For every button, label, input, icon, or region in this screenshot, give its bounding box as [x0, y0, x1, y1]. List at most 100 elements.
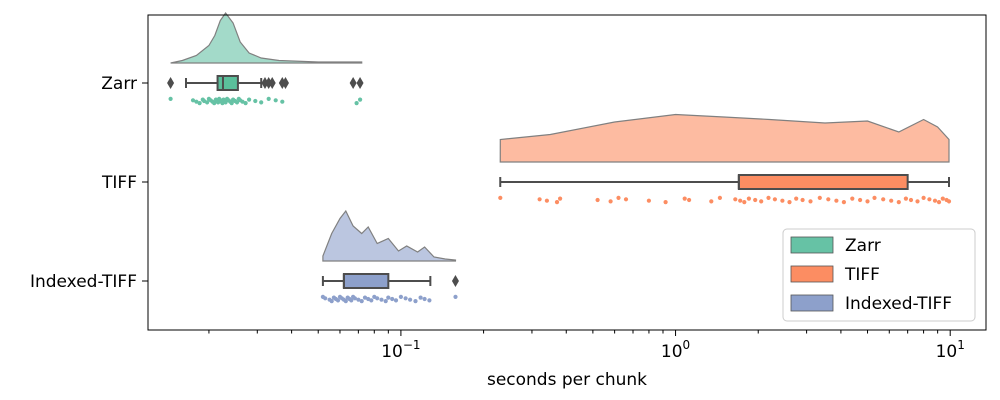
outlier-marker	[265, 77, 273, 89]
x-tick-label: 100	[661, 338, 690, 362]
outlier-marker	[356, 77, 364, 89]
strip-point	[229, 101, 234, 106]
density-cloud-zarr	[170, 11, 363, 64]
strip-point	[889, 198, 894, 203]
strip-point	[362, 295, 368, 300]
strip-point	[393, 298, 399, 303]
strip-point	[841, 200, 847, 205]
strip-point	[646, 198, 652, 203]
x-tick-label: 10−1	[381, 338, 420, 362]
strip-point	[858, 197, 863, 203]
strip-point	[418, 295, 423, 300]
strip-point	[908, 197, 914, 203]
box-indexed-tiff	[342, 273, 390, 289]
strip-point	[398, 294, 403, 299]
strip-point	[738, 198, 743, 203]
strip-point	[759, 199, 764, 204]
box-plots	[167, 75, 951, 289]
y-tick-label: Indexed-TIFF	[30, 272, 137, 292]
strip-point	[253, 98, 258, 104]
strip-point	[903, 196, 909, 201]
strip-point	[280, 99, 285, 104]
density-cloud-tiff	[499, 113, 950, 163]
strip-point	[386, 295, 391, 300]
strip-point	[595, 197, 600, 203]
strip-point	[390, 296, 395, 302]
y-axis: Zarr TIFF Indexed-TIFF	[30, 74, 148, 292]
strip-point	[896, 200, 901, 205]
strip-point	[780, 198, 785, 203]
strip-point	[936, 200, 942, 205]
plot-frame	[147, 14, 987, 331]
outlier-marker	[167, 77, 175, 89]
strip-point	[663, 200, 668, 205]
strip-point	[544, 198, 550, 203]
strip-point	[352, 296, 357, 301]
strip-point	[717, 195, 723, 200]
x-axis: 10−1 100 101	[208, 330, 965, 362]
strip-point	[787, 200, 792, 205]
strip-point	[422, 296, 427, 302]
strip-point	[794, 196, 799, 201]
outlier-marker	[349, 77, 357, 89]
strip-point	[408, 297, 413, 302]
legend-swatch	[790, 265, 834, 283]
x-axis-label: seconds per chunk	[487, 370, 647, 390]
strip-point	[753, 197, 758, 203]
strip-point	[623, 197, 629, 202]
strip-point	[343, 299, 348, 304]
strip-point	[742, 200, 747, 205]
x-tick-label: 101	[936, 338, 965, 362]
strip-point	[946, 199, 952, 204]
strip-point	[826, 197, 831, 202]
strip-point	[772, 197, 778, 202]
strip-point	[834, 198, 839, 203]
strip-point	[329, 299, 334, 304]
strip-point	[453, 294, 458, 299]
strip-point	[205, 100, 210, 105]
strip-point	[168, 96, 173, 101]
strip-point	[682, 196, 687, 201]
strip-point	[554, 200, 560, 205]
strip-point	[927, 197, 932, 202]
strip-point	[323, 296, 328, 301]
legend-swatch	[790, 294, 834, 312]
density-cloud-indexed-tiff	[322, 209, 457, 262]
legend-entry: Indexed-TIFF	[845, 294, 952, 314]
strip-point	[709, 199, 714, 204]
strip-point	[194, 99, 199, 104]
strip-point	[190, 98, 196, 103]
strip-point	[940, 196, 945, 201]
strip-point	[354, 101, 359, 106]
strip-points	[168, 96, 952, 304]
strip-point	[413, 299, 418, 304]
strip-point	[259, 100, 264, 105]
strip-point	[383, 299, 388, 304]
legend-entry: TIFF	[844, 265, 880, 285]
strip-point	[375, 296, 380, 301]
strip-point	[872, 195, 877, 200]
strip-point	[616, 195, 621, 200]
strip-point	[335, 298, 341, 303]
strip-point	[197, 101, 202, 106]
box-tiff	[737, 174, 909, 190]
strip-point	[733, 197, 738, 202]
strip-point	[537, 197, 542, 202]
box-zarr	[216, 75, 239, 91]
strip-point	[932, 198, 938, 203]
strip-point	[266, 96, 271, 101]
strip-point	[427, 298, 432, 303]
strip-point	[850, 196, 855, 201]
strip-point	[800, 197, 805, 203]
strip-point	[558, 196, 563, 201]
strip-point	[234, 100, 240, 105]
strip-point	[746, 196, 752, 201]
strip-point	[915, 199, 920, 204]
strip-point	[498, 195, 503, 200]
outlier-marker	[261, 77, 269, 89]
strip-point	[223, 100, 228, 105]
strip-point	[359, 299, 364, 304]
strip-point	[881, 197, 886, 202]
strip-point	[403, 296, 408, 301]
